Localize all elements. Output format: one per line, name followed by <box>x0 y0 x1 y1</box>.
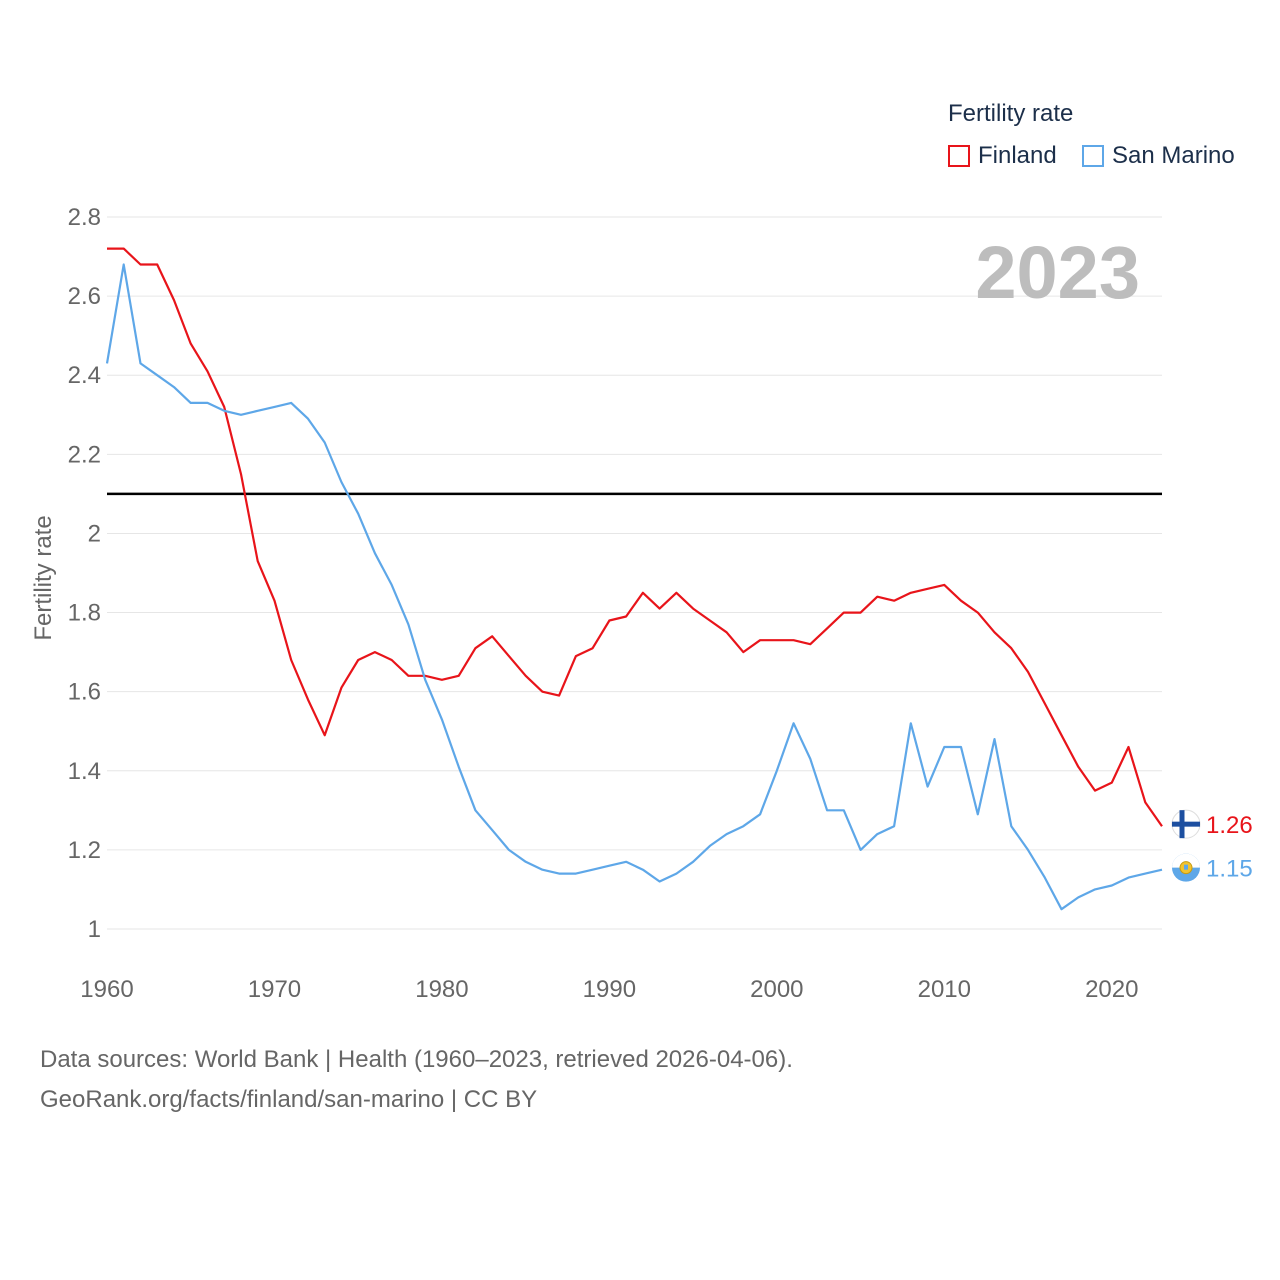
attribution-caption: GeoRank.org/facts/finland/san-marino | C… <box>40 1086 538 1113</box>
x-tick-label: 1960 <box>80 976 133 1003</box>
san-marino-flag-icon <box>1172 853 1200 882</box>
y-tick-label: 1.2 <box>68 837 101 864</box>
source-caption: Data sources: World Bank | Health (1960–… <box>40 1046 793 1073</box>
marker-layer: 1.26 1.15 <box>1171 809 1253 883</box>
series-layer <box>105 247 1163 911</box>
y-tick-label: 1.8 <box>68 600 101 627</box>
legend-swatch-finland <box>948 145 970 167</box>
end-value-label-finland: 1.26 <box>1206 812 1253 839</box>
x-tick-label: 2000 <box>750 976 803 1003</box>
x-tick-label: 1990 <box>583 976 636 1003</box>
x-tick-label: 2010 <box>918 976 971 1003</box>
grid-layer <box>107 216 1162 930</box>
year-label: 2023 <box>975 231 1140 314</box>
x-tick-label: 1980 <box>415 976 468 1003</box>
end-value-label-san-marino: 1.15 <box>1206 856 1253 883</box>
legend-label-san-marino: San Marino <box>1112 142 1235 169</box>
y-tick-label: 2.2 <box>68 441 101 468</box>
y-tick-label: 2.4 <box>68 362 101 389</box>
x-tick-label: 1970 <box>248 976 301 1003</box>
y-axis-title: Fertility rate <box>30 515 57 640</box>
y-tick-label: 2.6 <box>68 283 101 310</box>
legend-item-finland[interactable]: Finland <box>948 142 1057 170</box>
legend-item-san-marino[interactable]: San Marino <box>1082 142 1235 170</box>
y-tick-label: 1 <box>88 916 101 943</box>
series-line-finland <box>107 247 1163 827</box>
legend-swatch-san-marino <box>1082 145 1104 167</box>
x-tick-label: 2020 <box>1085 976 1138 1003</box>
finland-flag-icon <box>1171 809 1201 839</box>
y-tick-label: 1.6 <box>68 679 101 706</box>
legend-label-finland: Finland <box>978 142 1057 169</box>
series-line-san-marino <box>105 263 1163 911</box>
legend-title: Fertility rate <box>948 100 1074 127</box>
y-tick-label: 1.4 <box>68 758 101 785</box>
axis-layer: 1 1.2 1.4 1.6 1.8 2 2.2 2.4 2.6 2.8 1960 1970 1980 19… <box>68 204 1139 1003</box>
y-tick-label: 2.8 <box>68 204 101 231</box>
y-tick-label: 2 <box>88 520 101 547</box>
